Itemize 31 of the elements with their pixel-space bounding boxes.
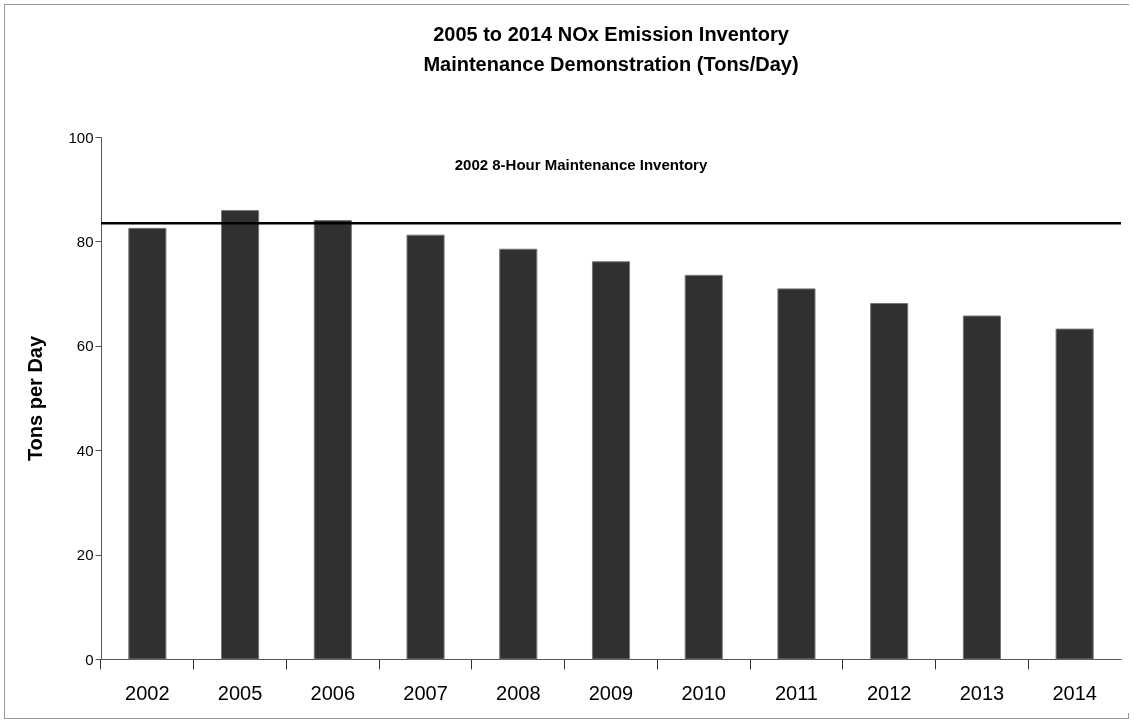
bar (591, 261, 631, 660)
bar (499, 248, 538, 660)
x-tick-label: 2008 (496, 681, 541, 704)
bar (777, 288, 816, 660)
x-tick-label: 2013 (959, 681, 1005, 704)
x-tick-label: 2002 (125, 681, 170, 704)
x-tick-label: 2014 (1052, 681, 1097, 704)
x-tick-label: 2006 (310, 681, 356, 704)
x-tick-label: 2007 (403, 681, 448, 704)
y-tick-label: 60 (76, 337, 94, 355)
y-tick-label: 40 (76, 441, 94, 459)
y-tick-label: 80 (76, 232, 94, 250)
x-tick-label: 2009 (588, 681, 634, 704)
bar (313, 220, 352, 660)
x-tick-label: 2010 (681, 681, 726, 704)
ref-line-label: 2002 8-Hour Maintenance Inventory (454, 156, 708, 174)
bar (870, 303, 909, 660)
y-tick-label: 0 (85, 650, 94, 668)
bar (1055, 328, 1094, 660)
y-tick-label: 100 (68, 128, 94, 146)
y-axis-title: Tons per Day (24, 335, 47, 462)
bar (406, 234, 445, 660)
x-tick-label: 2005 (217, 681, 263, 704)
bar (962, 315, 1001, 660)
bar (128, 227, 167, 660)
x-tick-label: 2011 (774, 681, 818, 704)
x-tick-label: 2012 (866, 681, 912, 704)
y-tick-label: 20 (76, 546, 94, 564)
chart-title: 2005 to 2014 NOx Emission Inventory Maintenance Demonstration (Tons/Day) (423, 23, 799, 75)
bar (684, 274, 723, 660)
bar (221, 210, 260, 660)
